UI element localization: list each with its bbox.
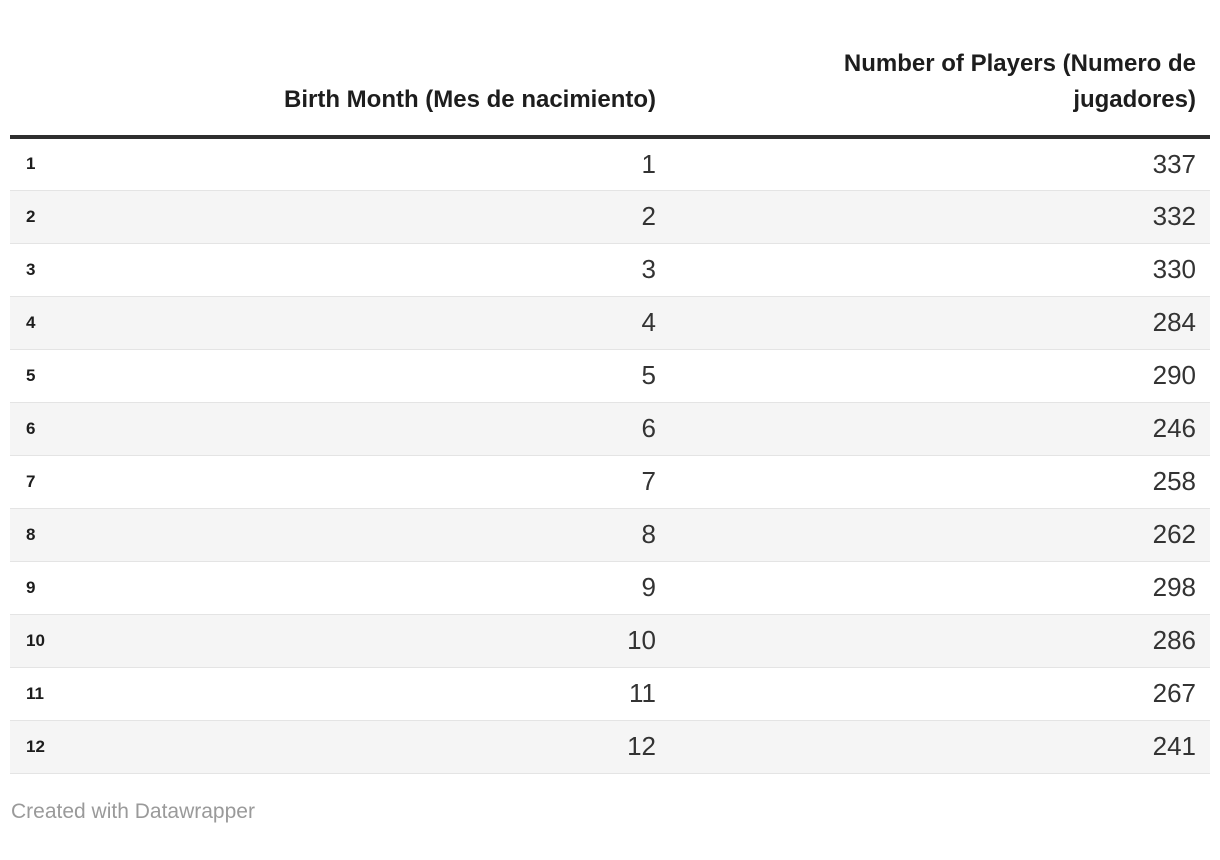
row-index: 4 — [10, 296, 70, 350]
table-body: 1 1 337 2 2 332 3 3 330 4 4 284 5 5 290 … — [10, 137, 1210, 774]
table-widget: Birth Month (Mes de nacimiento) Number o… — [10, 0, 1210, 824]
row-index: 8 — [10, 508, 70, 562]
cell-birth-month: 10 — [70, 614, 670, 668]
row-index: 7 — [10, 455, 70, 509]
table-header: Birth Month (Mes de nacimiento) Number o… — [10, 0, 1210, 139]
table-row: 5 5 290 — [10, 349, 1210, 403]
header-birth-month: Birth Month (Mes de nacimiento) — [70, 0, 670, 139]
row-index: 5 — [10, 349, 70, 403]
row-index: 11 — [10, 667, 70, 721]
cell-birth-month: 1 — [70, 137, 670, 191]
cell-birth-month: 9 — [70, 561, 670, 615]
header-row: Birth Month (Mes de nacimiento) Number o… — [10, 0, 1210, 139]
table-row: 7 7 258 — [10, 455, 1210, 509]
cell-players: 267 — [670, 667, 1210, 721]
cell-players: 262 — [670, 508, 1210, 562]
cell-players: 241 — [670, 720, 1210, 774]
table-row: 3 3 330 — [10, 243, 1210, 297]
cell-birth-month: 2 — [70, 190, 670, 244]
table-row: 6 6 246 — [10, 402, 1210, 456]
cell-birth-month: 11 — [70, 667, 670, 721]
cell-players: 337 — [670, 137, 1210, 191]
table-row: 4 4 284 — [10, 296, 1210, 350]
table-row: 11 11 267 — [10, 667, 1210, 721]
table-row: 12 12 241 — [10, 720, 1210, 774]
row-index: 10 — [10, 614, 70, 668]
header-players: Number of Players (Numero de jugadores) — [670, 0, 1210, 139]
header-birth-month-label: Birth Month (Mes de nacimiento) — [284, 86, 656, 113]
cell-players: 246 — [670, 402, 1210, 456]
table-row: 8 8 262 — [10, 508, 1210, 562]
cell-players: 290 — [670, 349, 1210, 403]
cell-players: 286 — [670, 614, 1210, 668]
cell-players: 330 — [670, 243, 1210, 297]
row-index: 3 — [10, 243, 70, 297]
table-row: 2 2 332 — [10, 190, 1210, 244]
header-index-spacer — [10, 0, 70, 139]
cell-players: 284 — [670, 296, 1210, 350]
table-row: 9 9 298 — [10, 561, 1210, 615]
table-row: 1 1 337 — [10, 137, 1210, 191]
row-index: 6 — [10, 402, 70, 456]
table-row: 10 10 286 — [10, 614, 1210, 668]
row-index: 9 — [10, 561, 70, 615]
cell-birth-month: 4 — [70, 296, 670, 350]
cell-birth-month: 6 — [70, 402, 670, 456]
header-players-label: Number of Players (Numero de jugadores) — [843, 50, 1196, 113]
cell-players: 258 — [670, 455, 1210, 509]
row-index: 12 — [10, 720, 70, 774]
data-table: Birth Month (Mes de nacimiento) Number o… — [10, 0, 1210, 774]
footer: Created with Datawrapper — [11, 800, 1210, 824]
cell-birth-month: 8 — [70, 508, 670, 562]
cell-players: 332 — [670, 190, 1210, 244]
cell-players: 298 — [670, 561, 1210, 615]
cell-birth-month: 3 — [70, 243, 670, 297]
cell-birth-month: 12 — [70, 720, 670, 774]
datawrapper-credit-link[interactable]: Created with Datawrapper — [11, 799, 255, 823]
row-index: 1 — [10, 137, 70, 191]
cell-birth-month: 7 — [70, 455, 670, 509]
row-index: 2 — [10, 190, 70, 244]
cell-birth-month: 5 — [70, 349, 670, 403]
